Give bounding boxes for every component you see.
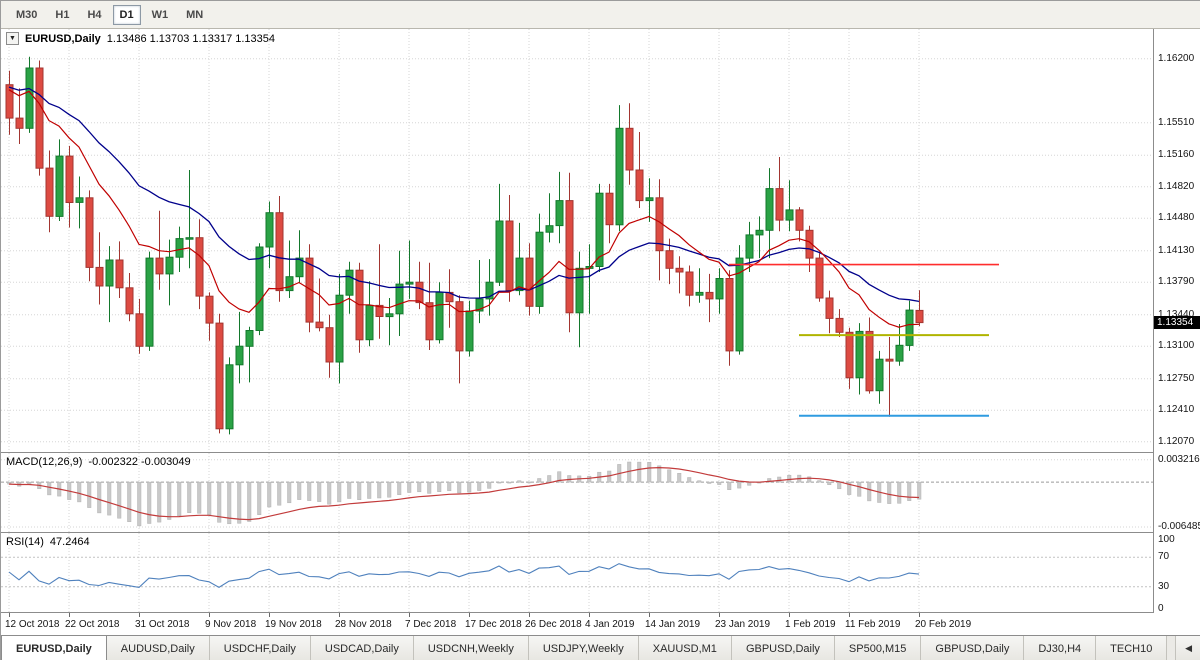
price-axis-label: 1.16200 [1158, 53, 1195, 64]
time-axis-label: 22 Oct 2018 [65, 619, 120, 630]
time-axis-tick [69, 613, 70, 617]
macd-values: -0.002322 -0.003049 [88, 456, 191, 468]
macd-axis-label: -0.006485 [1158, 521, 1200, 532]
rsi-name: RSI(14) [6, 536, 44, 548]
chart-tabs-bar: EURUSD,Daily AUDUSD,Daily USDCHF,Daily USDC… [1, 635, 1200, 660]
time-axis-tick [209, 613, 210, 617]
macd-name: MACD(12,26,9) [6, 456, 83, 468]
time-axis-tick [719, 613, 720, 617]
price-axis-label: 1.14820 [1158, 181, 1195, 192]
time-axis-label: 20 Feb 2019 [915, 619, 972, 630]
price-axis-label: 1.12410 [1158, 404, 1195, 415]
rsi-axis-label: 100 [1158, 534, 1175, 545]
time-axis-tick [469, 613, 470, 617]
price-axis[interactable]: 1.13354 1.16200 1.15510 1.15160 1.14820 1.14… [1154, 29, 1200, 614]
time-axis-label: 19 Nov 2018 [265, 619, 322, 630]
tab-scroll-left-button[interactable]: ◀ [1175, 636, 1200, 660]
macd-canvas[interactable] [1, 453, 1153, 532]
scroll-left-icon: ◀ [1185, 643, 1192, 653]
rsi-panel: RSI(14) 47.2464 [1, 533, 1153, 612]
time-axis-label: 9 Nov 2018 [205, 619, 257, 630]
price-axis-label: 1.14130 [1158, 245, 1195, 256]
symbol-name: EURUSD,Daily [25, 32, 101, 45]
chart-tab-dj30-h4-10[interactable]: DJ30,H4 [1024, 636, 1097, 660]
time-axis-label: 14 Jan 2019 [645, 619, 701, 630]
timeframe-button-h4[interactable]: H4 [80, 5, 108, 25]
ma-fast-line [8, 89, 920, 328]
chart-tab-eurusd-daily-0[interactable]: EURUSD,Daily [1, 636, 107, 660]
time-axis-label: 28 Nov 2018 [335, 619, 392, 630]
timeframe-toolbar: M30 H1 H4 D1 W1 MN [1, 1, 1200, 29]
price-axis-label: 1.12750 [1158, 373, 1195, 384]
time-axis-tick [269, 613, 270, 617]
rsi-axis-label: 0 [1158, 603, 1164, 614]
current-price-badge: 1.13354 [1154, 316, 1200, 329]
price-axis-divider [1153, 29, 1154, 613]
chart-symbol-label: ▼ EURUSD,Daily 1.13486 1.13703 1.13317 1… [6, 32, 275, 45]
time-axis-tick [339, 613, 340, 617]
time-axis-tick [139, 613, 140, 617]
time-axis-tick [919, 613, 920, 617]
time-axis[interactable]: 12 Oct 2018 22 Oct 2018 31 Oct 2018 9 Nov 2… [1, 613, 1200, 635]
macd-signal-line [8, 466, 920, 521]
time-axis-label: 23 Jan 2019 [715, 619, 771, 630]
panel-divider [1, 612, 1200, 613]
time-axis-tick [589, 613, 590, 617]
price-axis-label: 1.14480 [1158, 212, 1195, 223]
main-chart-panel: ▼ EURUSD,Daily 1.13486 1.13703 1.13317 1… [1, 29, 1153, 452]
chart-tab-usdcnh-weekly-4[interactable]: USDCNH,Weekly [413, 636, 529, 660]
chart-tab-tech10-11[interactable]: TECH10 [1096, 636, 1168, 660]
time-axis-tick [849, 613, 850, 617]
time-axis-tick [649, 613, 650, 617]
macd-axis-label: 0.003216 [1158, 454, 1200, 465]
macd-panel: MACD(12,26,9) -0.002322 -0.003049 [1, 453, 1153, 532]
time-axis-label: 7 Dec 2018 [405, 619, 457, 630]
chart-tab-gbpusd-daily-7[interactable]: GBPUSD,Daily [731, 636, 835, 660]
timeframe-button-m30[interactable]: M30 [9, 5, 44, 25]
macd-label: MACD(12,26,9) -0.002322 -0.003049 [6, 456, 191, 468]
price-axis-label: 1.13100 [1158, 340, 1195, 351]
rsi-axis-label: 30 [1158, 581, 1170, 592]
chart-tab-usdchf-daily-2[interactable]: USDCHF,Daily [209, 636, 311, 660]
time-axis-tick [409, 613, 410, 617]
time-axis-label: 17 Dec 2018 [465, 619, 522, 630]
chart-tab-sp500-m15-8[interactable]: SP500,M15 [834, 636, 922, 660]
rsi-label: RSI(14) 47.2464 [6, 536, 90, 548]
timeframe-button-h1[interactable]: H1 [48, 5, 76, 25]
price-axis-label: 1.13790 [1158, 276, 1195, 287]
rsi-axis-label: 70 [1158, 551, 1170, 562]
chevron-down-icon[interactable]: ▼ [6, 32, 19, 45]
chart-tab-usdjpy-weekly-5[interactable]: USDJPY,Weekly [528, 636, 639, 660]
time-axis-label: 11 Feb 2019 [845, 619, 901, 630]
time-axis-label: 12 Oct 2018 [5, 619, 60, 630]
rsi-line [8, 563, 920, 589]
time-axis-label: 4 Jan 2019 [585, 619, 635, 630]
price-axis-label: 1.15160 [1158, 149, 1195, 160]
ohlc-values: 1.13486 1.13703 1.13317 1.13354 [106, 32, 276, 45]
chart-tab-xauusd-m1-6[interactable]: XAUUSD,M1 [638, 636, 732, 660]
chart-tab-gbpusd-daily-9[interactable]: GBPUSD,Daily [921, 636, 1025, 660]
rsi-value: 47.2464 [49, 536, 90, 548]
timeframe-button-mn[interactable]: MN [179, 5, 210, 25]
time-axis-label: 31 Oct 2018 [135, 619, 190, 630]
main-chart-canvas[interactable] [1, 29, 1153, 452]
time-axis-tick [789, 613, 790, 617]
time-axis-label: 1 Feb 2019 [785, 619, 836, 630]
time-axis-tick [9, 613, 10, 617]
rsi-canvas[interactable] [1, 533, 1153, 612]
price-axis-label: 1.15510 [1158, 117, 1195, 128]
time-axis-label: 26 Dec 2018 [525, 619, 582, 630]
panel-divider[interactable] [1, 532, 1200, 533]
timeframe-button-w1[interactable]: W1 [145, 5, 176, 25]
time-axis-tick [529, 613, 530, 617]
timeframe-button-d1[interactable]: D1 [112, 4, 141, 25]
chart-tab-audusd-daily-1[interactable]: AUDUSD,Daily [106, 636, 210, 660]
candles-layer [5, 56, 924, 435]
panel-divider[interactable] [1, 452, 1200, 453]
price-axis-label: 1.13440 [1158, 309, 1195, 320]
price-axis-label: 1.12070 [1158, 436, 1195, 447]
ma-slow-line [8, 86, 920, 303]
chart-tab-usdcad-daily-3[interactable]: USDCAD,Daily [310, 636, 414, 660]
